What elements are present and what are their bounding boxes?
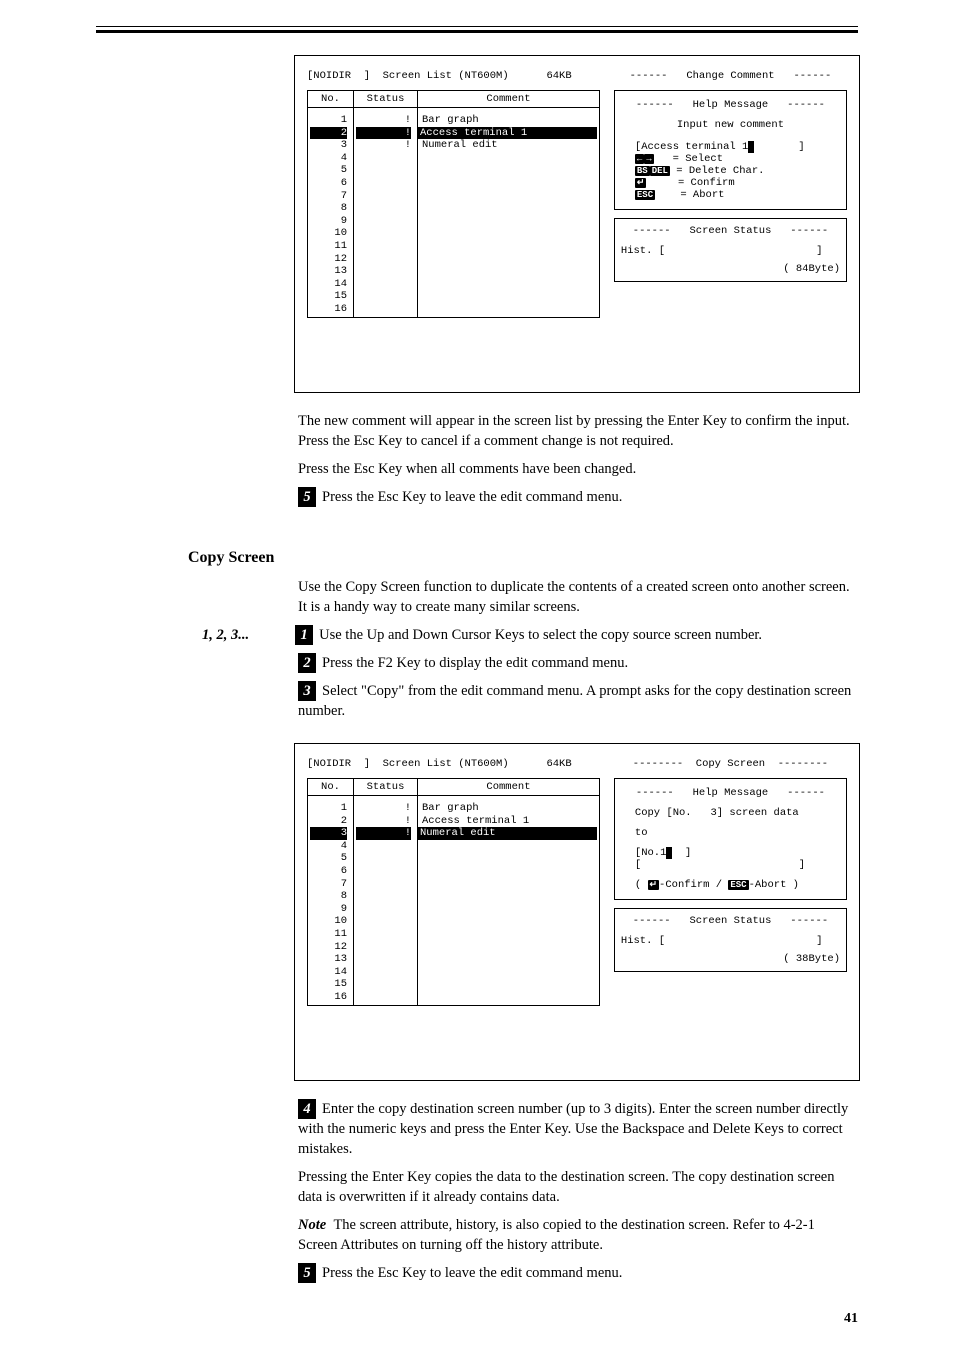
step-5b-icon: 5: [298, 1263, 316, 1283]
body-text-1: The new comment will appear in the scree…: [96, 411, 858, 507]
screen-list-2: No. Status Comment 123456789101112131415…: [307, 778, 600, 1006]
status-box-2: ------ Screen Status ------ Hist. [ ] ( …: [614, 908, 847, 972]
help-msg: Input new comment: [621, 119, 840, 131]
page: [NOIDIR ] Screen List (NT600M) 64KB No. …: [0, 0, 954, 1367]
del-icon: DEL: [650, 166, 670, 176]
col-comment: Comment: [418, 91, 599, 108]
right-arrow-icon: →: [644, 154, 653, 164]
enter-icon: ↵: [635, 178, 647, 188]
bytes-2: ( 38Byte): [621, 953, 840, 965]
bs-icon: BS: [635, 166, 650, 176]
screen-list-1: No. Status Comment 123456789101112131415…: [307, 90, 600, 318]
enter-icon: ↵: [648, 880, 660, 890]
sl2-title: [NOIDIR ] Screen List (NT600M): [307, 758, 509, 770]
help-box-2: ------ Help Message ------ Copy [No. 3] …: [614, 778, 847, 900]
screenshot-copy-screen: [NOIDIR ] Screen List (NT600M) 64KB No. …: [294, 743, 860, 1081]
bytes-1: ( 84Byte): [621, 263, 840, 275]
step-2-icon: 2: [298, 653, 316, 673]
step-4-icon: 4: [298, 1099, 316, 1119]
body-text-2: Use the Copy Screen function to duplicat…: [96, 577, 858, 721]
esc-icon: ESC: [728, 880, 748, 890]
status-box-1: ------ Screen Status ------ Hist. [ ] ( …: [614, 218, 847, 282]
heading-copy-screen: Copy Screen: [188, 549, 858, 567]
col-status: Status: [354, 91, 418, 108]
step-3-icon: 3: [298, 681, 316, 701]
page-number: 41: [96, 1311, 858, 1327]
col-no: No.: [308, 91, 354, 108]
left-arrow-icon: ←: [635, 154, 644, 164]
comment-input[interactable]: [Access terminal 1: [635, 141, 748, 153]
body-text-3: 4Enter the copy destination screen numbe…: [96, 1099, 858, 1283]
dest-input[interactable]: [No.1: [635, 847, 667, 859]
step-1-icon: 1: [295, 625, 313, 645]
help-box-1: ------ Help Message ------ Input new com…: [614, 90, 847, 210]
panel-title-1: ------ Change Comment ------: [614, 70, 847, 82]
screenshot-change-comment: [NOIDIR ] Screen List (NT600M) 64KB No. …: [294, 55, 860, 393]
sl1-title: [NOIDIR ] Screen List (NT600M): [307, 70, 509, 82]
step-5-icon: 5: [298, 487, 316, 507]
copy-from-line: Copy [No. 3] screen data: [635, 807, 840, 819]
esc-icon: ESC: [635, 190, 655, 200]
panel-title-2: -------- Copy Screen --------: [614, 758, 847, 770]
